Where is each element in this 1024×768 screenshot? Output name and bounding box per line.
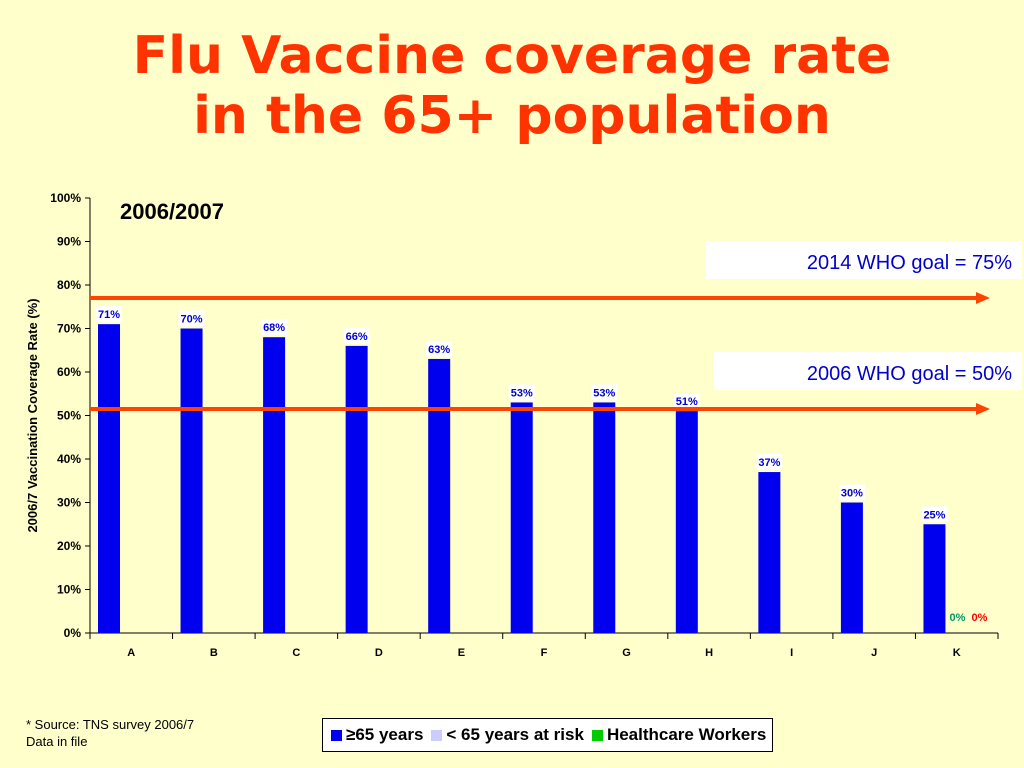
- data-label-background: [178, 310, 205, 327]
- legend-swatch: [591, 729, 603, 741]
- x-tick-label: I: [790, 647, 793, 659]
- bar: [263, 337, 286, 633]
- data-label-background: [591, 384, 618, 401]
- page-title: Flu Vaccine coverage rate in the 65+ pop…: [0, 26, 1024, 146]
- zero-value-label: 0%: [950, 612, 966, 624]
- bar: [510, 402, 533, 633]
- bar: [675, 411, 698, 633]
- x-tick-label: A: [127, 647, 135, 659]
- x-tick-label: K: [953, 647, 961, 659]
- title-line-2: in the 65+ population: [193, 86, 831, 146]
- y-tick-label: 90%: [57, 235, 81, 249]
- data-label: 66%: [346, 331, 368, 343]
- legend-label: < 65 years at risk: [446, 725, 584, 744]
- zero-value-label: 0%: [972, 612, 988, 624]
- y-tick-label: 20%: [57, 539, 81, 553]
- reference-label-box: [706, 241, 1022, 279]
- x-tick-label: B: [210, 647, 218, 659]
- chart-title: 2006/2007: [120, 199, 224, 224]
- y-tick-label: 40%: [57, 452, 81, 466]
- bar: [180, 328, 203, 633]
- x-tick-label: D: [375, 647, 383, 659]
- data-label-background: [838, 484, 865, 501]
- y-tick-label: 30%: [57, 496, 81, 510]
- bar: [345, 345, 368, 633]
- data-note-line: Data in file: [26, 734, 88, 749]
- y-tick-label: 70%: [57, 322, 81, 336]
- data-label: 30%: [841, 488, 863, 500]
- y-tick-label: 10%: [57, 583, 81, 597]
- legend-label: Healthcare Workers: [606, 725, 767, 744]
- y-tick-label: 100%: [50, 191, 81, 205]
- x-tick-label: C: [292, 647, 300, 659]
- data-label-background: [261, 319, 288, 336]
- data-label: 51%: [676, 396, 698, 408]
- data-label-background: [756, 454, 783, 471]
- x-tick-label: J: [871, 647, 877, 659]
- x-tick-label: G: [622, 647, 631, 659]
- x-tick-label: H: [705, 647, 713, 659]
- data-label: 71%: [98, 309, 120, 321]
- data-label: 63%: [428, 344, 450, 356]
- data-label: 53%: [511, 387, 533, 399]
- data-label-background: [96, 306, 122, 323]
- data-label-background: [673, 393, 700, 410]
- y-tick-label: 60%: [57, 365, 81, 379]
- y-tick-label: 0%: [64, 626, 82, 640]
- bar: [428, 358, 451, 633]
- data-label: 70%: [181, 314, 203, 326]
- source-footnote: * Source: TNS survey 2006/7 Data in file: [26, 716, 194, 750]
- reference-line-arrowhead: [976, 292, 990, 305]
- x-tick-label: F: [541, 647, 548, 659]
- data-label: 25%: [923, 509, 945, 521]
- source-line: * Source: TNS survey 2006/7: [26, 717, 195, 732]
- reference-label-box: [714, 352, 1022, 390]
- bar: [758, 472, 781, 633]
- bar: [923, 524, 946, 633]
- data-label-background: [508, 384, 535, 401]
- data-label-background: [426, 340, 453, 357]
- x-tick-label: E: [458, 647, 465, 659]
- legend-item: < 65 years at risk: [431, 725, 584, 745]
- data-label: 68%: [263, 322, 285, 334]
- bar: [840, 502, 863, 633]
- title-line-1: Flu Vaccine coverage rate: [132, 26, 892, 86]
- bar: [593, 402, 616, 633]
- reference-line-arrowhead: [976, 402, 990, 415]
- legend-swatch: [431, 729, 443, 741]
- data-label-background: [343, 327, 370, 344]
- legend-swatch: [331, 729, 342, 741]
- y-axis-title: 2006/7 Vaccination Coverage Rate (%): [25, 298, 40, 532]
- legend-label: ≥65 years: [346, 725, 424, 744]
- data-label-background: [921, 506, 948, 523]
- legend-item: Healthcare Workers: [591, 725, 767, 745]
- data-label: 53%: [593, 387, 615, 399]
- legend-item: ≥65 years: [331, 725, 423, 745]
- bar: [98, 324, 120, 633]
- reference-label: 2014 WHO goal = 75%: [807, 252, 1012, 274]
- data-label: 37%: [758, 457, 780, 469]
- chart-legend: ≥65 years < 65 years at risk Healthcare Wo…: [322, 718, 774, 752]
- y-tick-label: 80%: [57, 278, 81, 292]
- reference-label: 2006 WHO goal = 50%: [807, 363, 1012, 385]
- y-tick-label: 50%: [57, 409, 81, 423]
